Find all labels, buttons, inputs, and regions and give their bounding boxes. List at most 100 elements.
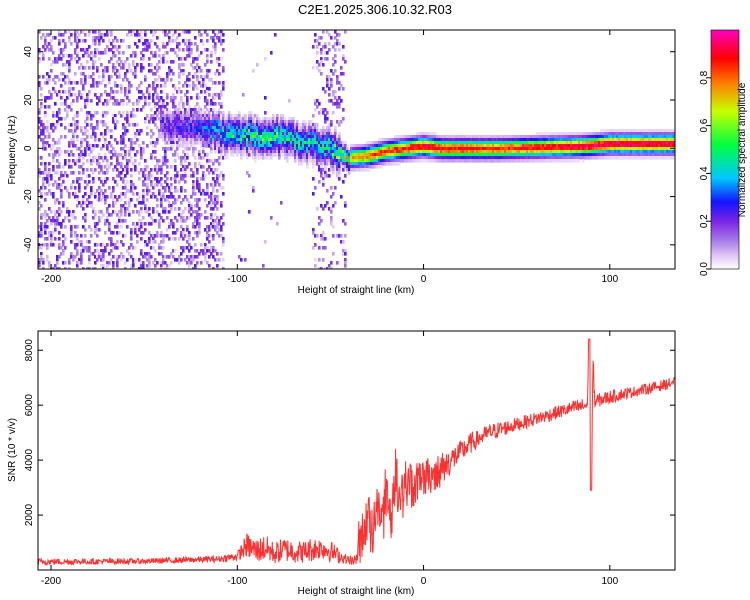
heatmap-cell: [138, 177, 141, 181]
heatmap-cell: [318, 111, 321, 115]
heatmap-cell: [390, 147, 393, 151]
heatmap-cell: [170, 120, 173, 124]
heatmap-cell: [46, 225, 49, 229]
heatmap-cell: [252, 123, 255, 127]
heatmap-cell: [508, 138, 511, 142]
heatmap-cell: [324, 267, 327, 269]
heatmap-cell: [220, 117, 223, 121]
heatmap-cell: [184, 138, 187, 142]
heatmap-cell: [116, 84, 119, 88]
heatmap-cell: [364, 159, 367, 163]
heatmap-cell: [488, 144, 491, 148]
heatmap-cell: [324, 174, 327, 178]
heatmap-cell: [538, 141, 541, 145]
heatmap-cell: [232, 123, 235, 127]
heatmap-cell: [198, 138, 201, 142]
heatmap-cell: [54, 57, 57, 61]
heatmap-cell: [228, 141, 231, 145]
heatmap-cell: [494, 135, 497, 139]
heatmap-cell: [312, 153, 315, 157]
heatmap-cell: [180, 111, 183, 115]
heatmap-cell: [454, 138, 457, 142]
heatmap-cell: [58, 231, 61, 235]
heatmap-cell: [146, 252, 149, 256]
heatmap-cell: [174, 177, 177, 181]
heatmap-cell: [46, 246, 49, 250]
heatmap-cell: [122, 204, 125, 208]
heatmap-cell: [502, 147, 505, 151]
heatmap-cell: [116, 159, 119, 163]
heatmap-cell: [172, 231, 175, 235]
heatmap-cell: [38, 117, 41, 121]
heatmap-cell: [102, 51, 105, 55]
heatmap-cell: [406, 141, 409, 145]
heatmap-cell: [118, 45, 121, 49]
heatmap-cell: [130, 180, 133, 184]
heatmap-cell: [196, 177, 199, 181]
heatmap-cell: [222, 156, 225, 160]
heatmap-cell: [404, 144, 407, 148]
heatmap-cell: [100, 165, 103, 169]
heatmap-cell: [82, 216, 85, 220]
heatmap-cell: [150, 39, 153, 43]
heatmap-cell: [130, 156, 133, 160]
heatmap-cell: [324, 144, 327, 148]
heatmap-cell: [208, 171, 211, 175]
heatmap-cell: [140, 252, 143, 256]
heatmap-cell: [242, 141, 245, 145]
heatmap-cell: [320, 135, 323, 139]
heatmap-cell: [212, 129, 215, 133]
heatmap-cell: [212, 135, 215, 139]
heatmap-cell: [82, 66, 85, 70]
heatmap-cell: [214, 144, 217, 148]
heatmap-cell: [212, 117, 215, 121]
heatmap-cell: [250, 123, 253, 127]
heatmap-cell: [126, 249, 129, 253]
heatmap-cell: [498, 141, 501, 145]
heatmap-cell: [588, 144, 591, 148]
heatmap-cell: [462, 138, 465, 142]
heatmap-cell: [232, 147, 235, 151]
heatmap-cell: [58, 183, 61, 187]
heatmap-cell: [120, 252, 123, 256]
heatmap-cell: [116, 264, 119, 268]
heatmap-cell: [564, 132, 567, 136]
heatmap-cell: [202, 84, 205, 88]
heatmap-cell: [86, 99, 89, 103]
heatmap-cell: [164, 159, 167, 163]
heatmap-cell: [56, 261, 59, 265]
heatmap-cell: [534, 153, 537, 157]
heatmap-cell: [144, 207, 147, 211]
heatmap-cell: [328, 99, 331, 103]
heatmap-cell: [216, 258, 219, 262]
heatmap-cell: [136, 129, 139, 133]
heatmap-cell: [168, 195, 171, 199]
heatmap-cell: [390, 162, 393, 166]
heatmap-cell: [192, 183, 195, 187]
heatmap-cell: [46, 180, 49, 184]
heatmap-cell: [92, 129, 95, 133]
heatmap-cell: [190, 108, 193, 112]
heatmap-cell: [206, 225, 209, 229]
heatmap-cell: [188, 234, 191, 238]
heatmap-cell: [470, 141, 473, 145]
heatmap-cell: [254, 147, 257, 151]
heatmap-cell: [320, 141, 323, 145]
heatmap-cell: [384, 153, 387, 157]
heatmap-cell: [220, 138, 223, 142]
heatmap-cell: [162, 111, 165, 115]
heatmap-cell: [332, 153, 335, 157]
heatmap-cell: [612, 144, 615, 148]
heatmap-cell: [320, 147, 323, 151]
heatmap-cell: [322, 153, 325, 157]
heatmap-cell: [162, 78, 165, 82]
heatmap-cell: [176, 42, 179, 46]
heatmap-cell: [198, 231, 201, 235]
heatmap-cell: [510, 141, 513, 145]
heatmap-cell: [440, 138, 443, 142]
heatmap-cell: [188, 147, 191, 151]
heatmap-cell: [526, 141, 529, 145]
heatmap-cell: [294, 147, 297, 151]
heatmap-cell: [514, 150, 517, 154]
heatmap-cell: [384, 150, 387, 154]
